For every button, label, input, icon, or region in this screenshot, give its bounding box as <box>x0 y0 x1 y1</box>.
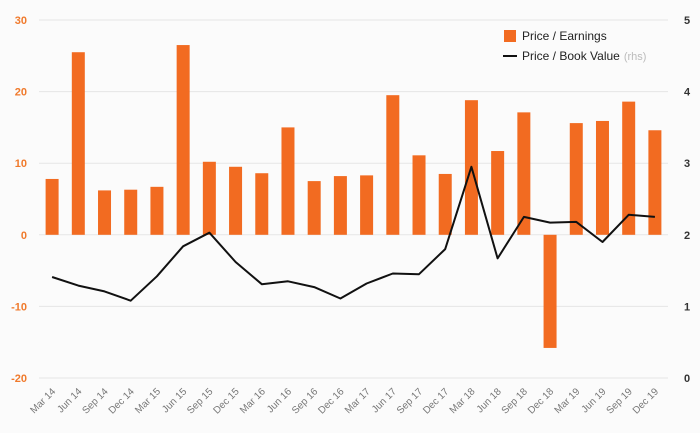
x-tick-label: Jun 17 <box>370 386 399 415</box>
bar <box>45 178 59 235</box>
x-tick-label: Mar 16 <box>238 386 268 416</box>
bar <box>255 173 269 235</box>
x-tick-label: Sep 14 <box>80 386 110 416</box>
line-series-price-book-value <box>51 165 655 302</box>
gridlines <box>39 19 668 379</box>
x-tick-label: Jun 14 <box>55 386 84 415</box>
x-tick-label: Sep 18 <box>500 386 530 416</box>
x-tick-label: Dec 18 <box>526 386 556 416</box>
x-tick-label: Dec 16 <box>316 386 346 416</box>
bar <box>333 176 347 235</box>
right-tick-label: 4 <box>684 87 691 99</box>
right-tick-label: 1 <box>684 301 690 313</box>
right-tick-label: 3 <box>684 158 690 170</box>
left-tick-label: 10 <box>15 158 27 170</box>
left-tick-label: 30 <box>15 15 27 27</box>
x-tick-label: Jun 18 <box>475 386 504 415</box>
left-tick-label: -10 <box>11 301 27 313</box>
x-tick-label: Dec 15 <box>211 386 241 416</box>
bar <box>648 130 662 235</box>
left-axis-ticks: -20 -10 0 10 20 30 <box>11 15 27 385</box>
bar <box>360 175 374 235</box>
x-tick-label: Jun 19 <box>580 386 609 415</box>
bar <box>438 173 452 235</box>
x-tick-label: Sep 19 <box>605 386 635 416</box>
x-tick-label: Mar 15 <box>133 386 163 416</box>
x-tick-label: Mar 19 <box>553 386 583 416</box>
legend-label-price-book-value: Price / Book Value (rhs) <box>522 49 646 63</box>
line-path <box>51 165 655 302</box>
bar <box>229 166 243 235</box>
x-tick-label: Dec 19 <box>631 386 661 416</box>
right-tick-label: 0 <box>684 373 690 385</box>
right-tick-label: 2 <box>684 230 690 242</box>
x-tick-label: Sep 17 <box>395 386 425 416</box>
x-tick-label: Jun 16 <box>265 386 294 415</box>
bar <box>307 181 321 235</box>
bar <box>124 189 138 235</box>
x-tick-label: Dec 14 <box>107 386 137 416</box>
bar-series-price-earnings <box>45 45 662 348</box>
x-tick-label: Sep 16 <box>290 386 320 416</box>
bar <box>569 123 583 235</box>
right-tick-label: 5 <box>684 15 690 27</box>
x-tick-label: Mar 17 <box>343 386 373 416</box>
bar <box>176 45 190 235</box>
bar <box>491 151 505 235</box>
legend-swatch-price-earnings <box>504 30 516 42</box>
bar <box>595 120 609 235</box>
x-tick-label: Sep 15 <box>185 386 215 416</box>
x-tick-label: Dec 17 <box>421 386 451 416</box>
bar <box>98 190 112 235</box>
bar <box>386 95 400 235</box>
x-tick-label: Jun 15 <box>160 386 189 415</box>
left-tick-label: 0 <box>21 230 27 242</box>
bar <box>543 234 557 348</box>
x-tick-label: Mar 18 <box>448 386 478 416</box>
left-tick-label: 20 <box>15 87 27 99</box>
bar <box>150 186 164 235</box>
bar <box>281 127 295 235</box>
legend-label-price-earnings: Price / Earnings <box>522 29 607 43</box>
bar <box>517 112 531 235</box>
left-tick-label: -20 <box>11 373 27 385</box>
bar <box>71 52 85 235</box>
bar <box>202 161 216 235</box>
right-axis-ticks: 0 1 2 3 4 5 <box>684 15 691 385</box>
x-tick-label: Mar 14 <box>28 386 58 416</box>
bar <box>622 101 636 235</box>
legend: Price / Earnings Price / Book Value (rhs) <box>503 29 646 63</box>
bar <box>412 155 426 235</box>
